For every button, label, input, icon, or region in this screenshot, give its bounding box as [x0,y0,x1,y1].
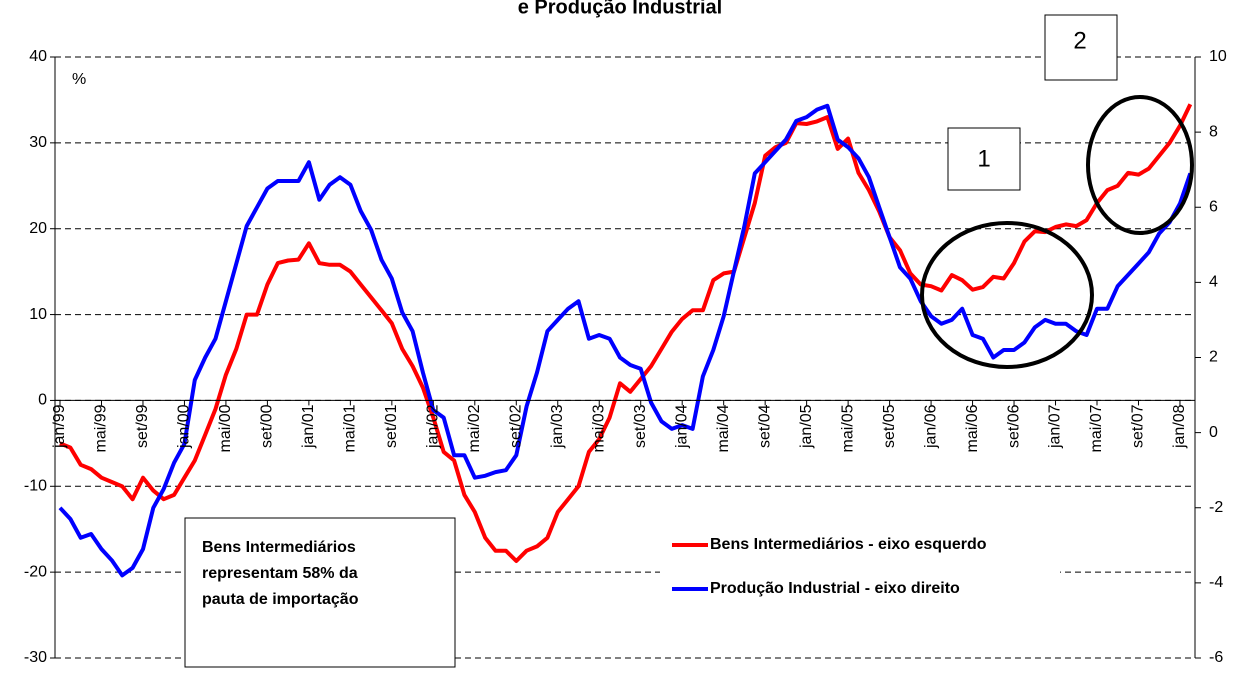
y2-tick-label: -6 [1209,649,1223,666]
y-tick-label: -10 [24,478,47,495]
note-box [184,517,456,668]
x-tick-label: mai/00 [217,404,234,452]
x-tick-label: set/06 [1005,404,1022,448]
x-tick-label: jan/08 [1171,404,1188,449]
marker-box [1044,14,1118,81]
y-tick-label: 10 [29,306,47,323]
x-tick-label: set/00 [259,404,276,448]
x-tick-label: set/05 [881,404,898,448]
x-tick-label: set/01 [383,404,400,448]
x-tick-label: jan/04 [673,404,690,449]
x-tick-label: set/99 [134,404,151,448]
series-line [59,103,1193,563]
y2-tick-label: 6 [1209,198,1218,215]
y-tick-label: -30 [24,649,47,666]
x-tick-label: mai/99 [93,404,110,452]
y-tick-label: 20 [29,220,47,237]
note-text: pauta de importação [202,591,359,608]
series-line [58,103,1193,578]
x-tick-label: mai/03 [590,404,607,452]
x-tick-label: jan/01 [300,404,317,449]
x-tick-label: mai/01 [342,404,359,452]
y2-tick-label: -2 [1209,499,1223,516]
y-tick-label: 0 [38,392,47,409]
note-text: representam 58% da [202,565,358,582]
y-tick-label: 30 [29,134,47,151]
x-tick-label: jan/06 [922,404,939,449]
y2-tick-label: -4 [1209,574,1223,591]
x-tick-label: set/04 [756,404,773,448]
note-text: Bens Intermediários [202,539,356,556]
y-tick-label: -20 [24,563,47,580]
y-axis-label: % [72,71,86,88]
x-tick-label: set/02 [507,404,524,448]
marker-label: 2 [1073,27,1086,54]
highlight-ellipse [920,221,1094,369]
x-tick-label: mai/05 [839,404,856,452]
x-tick-label: set/03 [632,404,649,448]
highlight-ellipse [1086,95,1194,235]
x-tick-label: jan/03 [549,404,566,449]
x-tick-label: mai/04 [715,404,732,452]
y2-tick-label: 2 [1209,349,1218,366]
x-tick-label: jan/07 [1047,404,1064,449]
marker-box [947,127,1021,191]
x-tick-label: set/07 [1130,404,1147,448]
x-tick-label: jan/05 [798,404,815,449]
y-tick-label: 40 [29,48,47,65]
x-tick-label: jan/02 [425,404,442,449]
legend-label: Bens Intermediários - eixo esquerdo [710,536,987,553]
plot [58,103,1193,578]
x-tick-label: mai/07 [1088,404,1105,452]
legend-bg [660,520,1060,620]
x-tick-label: mai/06 [964,404,981,452]
y2-tick-label: 4 [1209,274,1218,291]
y2-tick-label: 10 [1209,48,1227,65]
y2-tick-label: 0 [1209,424,1218,441]
x-tick-label: jan/00 [176,404,193,449]
x-tick-label: jan/99 [51,404,68,449]
x-tick-label: mai/02 [466,404,483,452]
marker-label: 1 [977,145,990,172]
y2-tick-label: 8 [1209,123,1218,140]
legend-label: Produção Industrial - eixo direito [710,580,960,597]
chart-title: e Produção Industrial [518,0,722,18]
